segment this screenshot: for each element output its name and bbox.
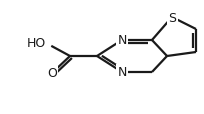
Text: N: N — [117, 66, 127, 79]
Text: HO: HO — [27, 37, 46, 50]
Text: O: O — [47, 67, 57, 80]
Text: S: S — [168, 11, 176, 24]
Text: N: N — [117, 34, 127, 47]
